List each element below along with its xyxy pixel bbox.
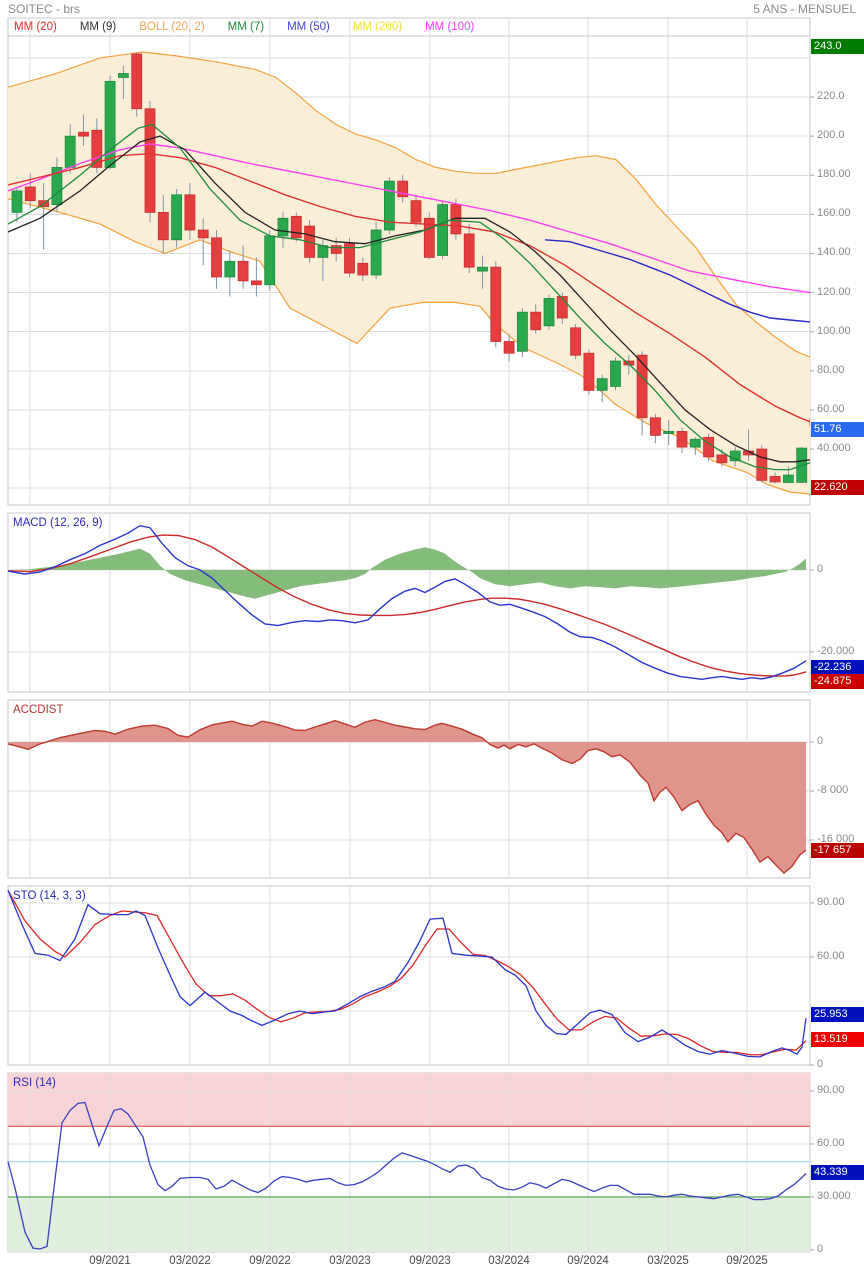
legend-item-mm-20[interactable]: MM (20) <box>14 21 57 33</box>
axis-value-badge: 243.0 <box>811 39 864 54</box>
axis-tick-label: 0 <box>817 1058 824 1070</box>
accdist-panel-label: ACCDIST <box>13 704 64 716</box>
legend-item-mm-7[interactable]: MM (7) <box>227 21 265 33</box>
date-tick-label: 09/2021 <box>89 1255 131 1267</box>
axis-tick-label: 160.00 <box>817 207 851 220</box>
axis-tick-label: -16 000 <box>817 833 855 846</box>
axis-value-badge: -24.875 <box>811 674 864 689</box>
date-tick-label: 03/2023 <box>329 1255 371 1267</box>
axis-value-badge: 51.76 <box>811 422 864 437</box>
axis-tick-label: 90.00 <box>817 1084 845 1096</box>
axis-tick-label: -8 000 <box>817 784 849 797</box>
date-tick-label: 03/2022 <box>169 1255 211 1267</box>
rsi-line <box>7 1101 807 1250</box>
axis-value-badge: 22.620 <box>811 480 864 495</box>
axis-tick-label: 220.0 <box>817 90 845 103</box>
legend-item-mm-50[interactable]: MM (50) <box>287 21 330 33</box>
axis-tick-label: 100.00 <box>817 324 851 337</box>
axis-value-badge: 43.339 <box>811 1165 864 1180</box>
axis-tick-label: 30.000 <box>817 1189 851 1202</box>
date-tick-label: 09/2024 <box>567 1255 609 1267</box>
axis-tick-label: -20.000 <box>817 644 855 657</box>
indicator-legend: MM (20) MM (9) BOLL (20, 2) MM (7) MM (50) MM… <box>14 19 474 35</box>
period-selector-label[interactable]: 5 ANS - MENSUEL <box>753 2 856 16</box>
legend-item-mm-200[interactable]: MM (200) <box>352 21 403 33</box>
axis-tick-label: 90.00 <box>817 895 845 908</box>
axis-tick-label: 60.00 <box>817 402 845 415</box>
legend-item-mm-100[interactable]: MM (100) <box>425 21 475 33</box>
sto-k-line <box>7 890 807 1058</box>
mm-20-line <box>8 152 810 423</box>
axis-tick-label: 0 <box>817 1242 824 1255</box>
mm-7-line <box>8 123 810 471</box>
axis-tick-label: 0 <box>817 562 824 575</box>
axis-tick-label: 180.00 <box>817 168 851 181</box>
sto-d-line <box>7 889 807 1056</box>
axis-tick-label: 200.0 <box>817 129 845 142</box>
mm-9-line <box>8 135 810 463</box>
mm-50-line <box>544 239 810 323</box>
legend-item-boll-20-2[interactable]: BOLL (20, 2) <box>139 21 205 33</box>
axis-tick-label: 120.00 <box>817 285 851 298</box>
mm-100-line <box>8 143 810 294</box>
rsi-panel-label: RSI (14) <box>13 1077 56 1089</box>
axis-value-badge: 25.953 <box>811 1007 864 1022</box>
legend-item-mm-9[interactable]: MM (9) <box>79 21 117 33</box>
axis-tick-label: 40.000 <box>817 442 851 455</box>
date-tick-label: 09/2022 <box>249 1255 291 1267</box>
date-tick-label: 09/2023 <box>409 1255 451 1267</box>
sto-panel-label: STO (14, 3, 3) <box>13 890 86 902</box>
date-tick-label: 03/2025 <box>647 1255 689 1267</box>
axis-tick-label: 140.00 <box>817 246 851 259</box>
instrument-title: SOITEC - brs <box>8 2 81 16</box>
axis-tick-label: 60.00 <box>817 949 845 962</box>
macd-line <box>7 524 807 681</box>
macd-signal-line <box>7 534 807 677</box>
macd-panel-label: MACD (12, 26, 9) <box>13 517 103 529</box>
axis-tick-label: 80.00 <box>817 363 845 376</box>
axis-value-badge: -22.236 <box>811 660 864 675</box>
axis-tick-label: 60.00 <box>817 1136 845 1149</box>
date-tick-label: 03/2024 <box>488 1255 530 1267</box>
axis-tick-label: 0 <box>817 735 824 748</box>
axis-value-badge: 13.519 <box>811 1032 864 1047</box>
date-tick-label: 09/2025 <box>726 1255 768 1267</box>
axis-value-badge: -17 657 <box>811 843 864 858</box>
